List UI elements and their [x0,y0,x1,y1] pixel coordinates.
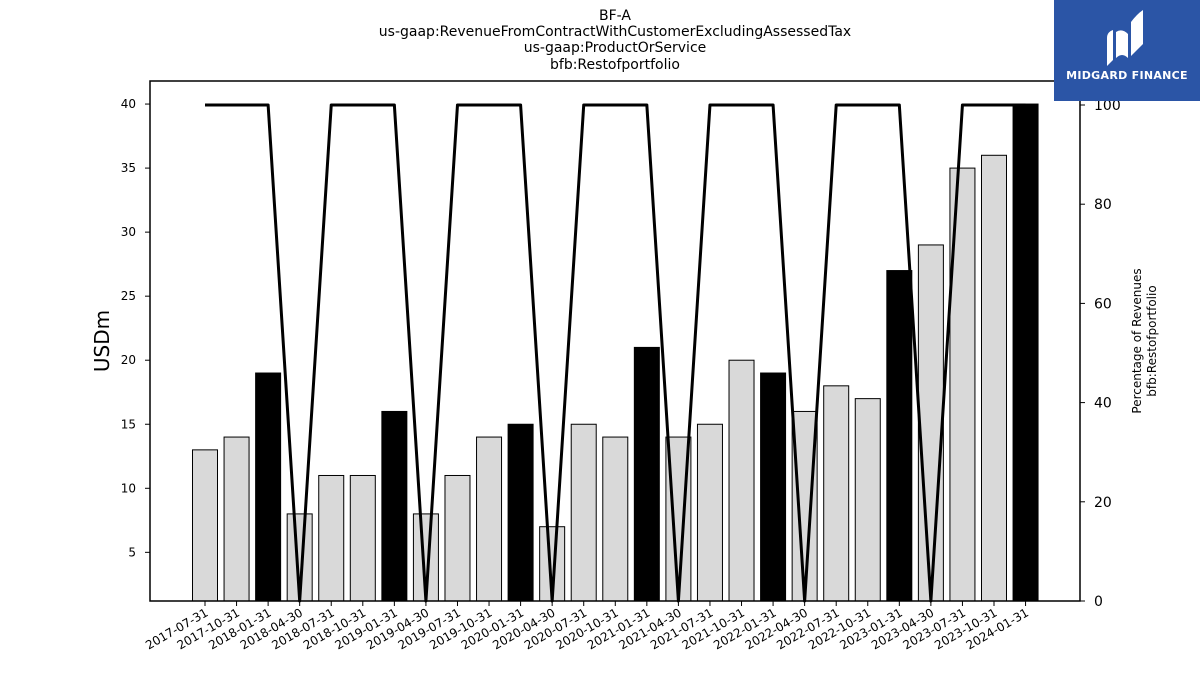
y-tick-label: 25 [121,289,136,303]
y2-tick-label: 20 [1094,495,1112,511]
bar [823,385,850,602]
y2-tick-label: 100 [1094,98,1121,114]
bar [507,423,534,602]
bar [981,154,1007,602]
y-tick-label: 5 [128,545,136,559]
y-tick-label: 20 [121,353,136,367]
chart-title-line: BF-A [599,8,631,24]
y2-tick-label: 80 [1094,197,1112,213]
y-tick-label: 40 [121,97,136,111]
bar [728,359,755,602]
bar [192,449,218,602]
chart-title-line: us-gaap:ProductOrService [524,40,707,56]
y2-tick-label: 40 [1094,396,1112,412]
chart-title-line: bfb:Restofportfolio [550,57,680,73]
bar [886,270,913,602]
percentage-line [205,103,1026,603]
bar [854,398,881,602]
bar [476,436,503,602]
bar [381,410,408,602]
chart-title: BF-A us-gaap:RevenueFromContractWithCust… [379,8,851,73]
y-tick-label: 35 [121,161,136,175]
bar [633,346,660,602]
midgard-logo-icon [1107,10,1143,66]
y2-tick-label: 60 [1094,296,1112,312]
y-tick-label: 15 [121,417,136,431]
bar-series [192,103,1039,602]
bar [696,423,723,602]
y-axis-label: USDm [90,310,114,372]
bar [349,474,376,602]
bar [570,423,597,602]
y2-tick-label: 0 [1094,594,1103,610]
y-tick-label: 10 [121,481,136,495]
percentage-line-series [205,103,1026,603]
bar [917,244,944,602]
bar [444,474,471,602]
chart-title-line: us-gaap:RevenueFromContractWithCustomerE… [379,24,851,40]
y-tick-label: 30 [121,225,136,239]
bar [760,372,787,602]
secondary-y-axis-label: bfb:Restofportfolio [1145,285,1159,396]
bar [255,372,282,602]
midgard-finance-logo: MIDGARD FINANCE [1054,0,1200,101]
bar [602,436,629,602]
bar [223,436,250,602]
bar [1012,103,1039,602]
secondary-y-axis-label: Percentage of Revenues [1130,268,1144,413]
logo-text: MIDGARD FINANCE [1066,69,1188,82]
bar [318,474,345,602]
